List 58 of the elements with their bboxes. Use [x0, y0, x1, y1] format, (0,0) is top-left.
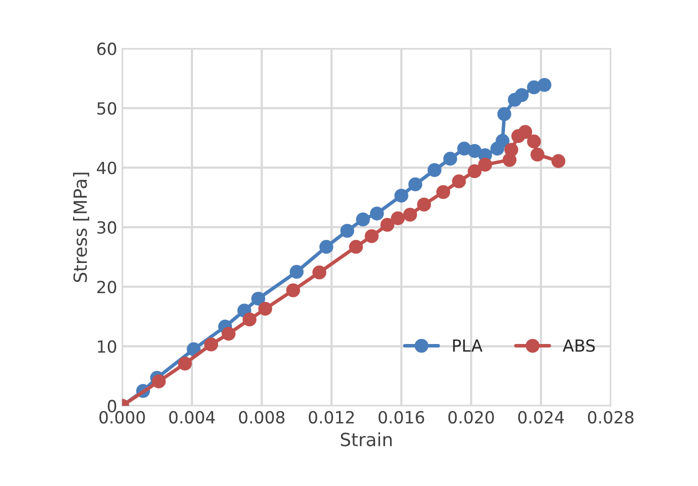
point: [286, 283, 300, 298]
point: [551, 154, 566, 168]
point: [178, 356, 192, 370]
point: [518, 125, 532, 139]
point: [390, 211, 405, 226]
x-tick-label: 0.012: [308, 410, 354, 424]
point: [504, 142, 518, 157]
x-tick-label: 0.020: [448, 410, 494, 424]
x-tick-label: 0.000: [99, 410, 145, 424]
point: [514, 88, 529, 102]
x-tick-label: 0.008: [238, 410, 284, 424]
point: [394, 188, 408, 203]
y-axis-title: Stress [MPa]: [73, 172, 90, 282]
point: [242, 312, 256, 326]
point: [537, 78, 552, 92]
point: [408, 177, 422, 192]
x-tick-label: 0.028: [588, 410, 634, 424]
x-axis-title: Strain: [340, 432, 392, 446]
y-tick-label: 30: [97, 221, 116, 234]
y-tick-label: 0: [108, 400, 116, 412]
point: [349, 240, 363, 254]
point: [478, 158, 492, 172]
point: [380, 218, 394, 232]
point: [496, 134, 510, 148]
y-tick-label: 20: [97, 280, 116, 294]
point: [319, 240, 334, 254]
point: [356, 212, 370, 226]
point: [222, 326, 236, 341]
point: [403, 208, 418, 222]
point: [251, 292, 266, 306]
point: [258, 302, 272, 316]
legend-label: PLA: [453, 339, 482, 352]
point: [436, 185, 450, 200]
x-tick-label: 0.016: [378, 410, 424, 424]
y-tick-label: 60: [97, 42, 116, 56]
point: [497, 107, 512, 122]
y-tick-label: 40: [96, 162, 116, 174]
point: [370, 206, 384, 220]
x-tick-label: 0.004: [169, 410, 215, 424]
point: [428, 163, 442, 177]
point: [290, 264, 304, 279]
point: [312, 266, 326, 280]
point: [527, 134, 541, 148]
point: [364, 229, 379, 244]
y-tick-label: 50: [97, 102, 116, 115]
point: [468, 144, 482, 158]
point: [152, 374, 166, 388]
point: [186, 342, 201, 356]
point: [443, 152, 458, 166]
point: [468, 164, 482, 178]
x-tick-label: 0.024: [518, 410, 564, 424]
point: [340, 224, 354, 238]
legend-label: ABS: [562, 339, 595, 352]
y-tick-label: 10: [98, 340, 116, 353]
point: [530, 148, 544, 162]
point: [452, 174, 466, 188]
point: [204, 338, 218, 352]
point: [417, 198, 431, 212]
